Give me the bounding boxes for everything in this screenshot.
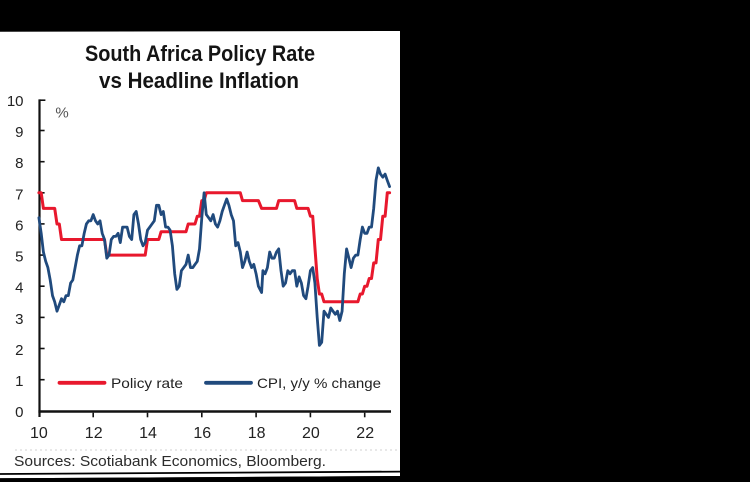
svg-text:0: 0 [15, 404, 23, 421]
svg-text:18: 18 [248, 425, 266, 442]
svg-text:vs Headline Inflation: vs Headline Inflation [99, 68, 299, 93]
svg-text:Policy rate: Policy rate [111, 375, 183, 391]
svg-text:4: 4 [15, 280, 23, 297]
svg-text:7: 7 [15, 186, 23, 203]
svg-text:14: 14 [139, 425, 157, 442]
svg-text:22: 22 [356, 425, 374, 442]
svg-text:10: 10 [30, 425, 48, 442]
svg-text:20: 20 [302, 425, 320, 442]
svg-text:Sources: Scotiabank Economics,: Sources: Scotiabank Economics, Bloomberg… [14, 453, 326, 470]
svg-text:2: 2 [15, 342, 23, 359]
svg-text:3: 3 [15, 311, 23, 328]
svg-text:16: 16 [193, 425, 211, 442]
svg-text:South Africa Policy Rate: South Africa Policy Rate [85, 41, 315, 66]
svg-text:9: 9 [15, 124, 23, 141]
svg-text:5: 5 [15, 249, 23, 266]
svg-text:8: 8 [15, 155, 23, 172]
svg-text:1: 1 [15, 373, 23, 390]
svg-text:10: 10 [7, 93, 24, 110]
svg-text:12: 12 [85, 425, 103, 442]
svg-text:6: 6 [15, 217, 23, 234]
svg-text:%: % [55, 104, 68, 121]
svg-text:CPI, y/y % change: CPI, y/y % change [257, 375, 381, 391]
